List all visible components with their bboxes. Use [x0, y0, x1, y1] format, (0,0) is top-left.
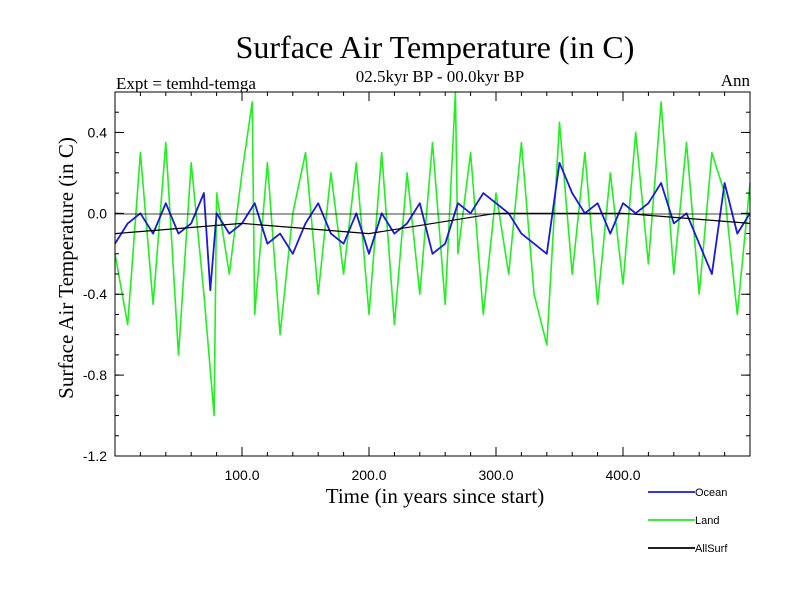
- axis-ticks: -1.2 -0.8 -0.4 0.0 0.4 100.0 200.0 300.0 400.0: [83, 91, 750, 483]
- x-axis-label: Time (in years since start): [326, 484, 545, 508]
- y-tick-label: -0.4: [83, 286, 107, 302]
- y-tick-label: 0.4: [88, 124, 108, 140]
- series-line-land: [114, 91, 751, 417]
- x-tick-label: 100.0: [224, 467, 259, 483]
- y-tick-label: -0.8: [83, 367, 107, 383]
- series-line-ocean: [114, 161, 751, 292]
- series-line-allsurf: [114, 212, 751, 235]
- series-layer: [114, 91, 751, 417]
- y-tick-label: -1.2: [83, 448, 107, 464]
- legend-label-ocean: Ocean: [695, 487, 727, 499]
- chart-subtitle: 02.5kyr BP - 00.0kyr BP: [356, 67, 524, 86]
- x-tick-label: 300.0: [478, 467, 513, 483]
- chart-title: Surface Air Temperature (in C): [236, 29, 635, 65]
- y-tick-label: 0.0: [88, 205, 108, 221]
- expt-label: Expt = temhd-temga: [116, 74, 256, 93]
- legend-label-allsurf: AllSurf: [695, 543, 728, 555]
- x-tick-label: 400.0: [605, 467, 640, 483]
- y-axis-label: Surface Air Temperature (in C): [54, 137, 78, 399]
- legend-label-land: Land: [695, 515, 719, 527]
- x-tick-label: 200.0: [351, 467, 386, 483]
- season-label: Ann: [721, 71, 751, 90]
- legend: Ocean Land AllSurf: [648, 487, 728, 555]
